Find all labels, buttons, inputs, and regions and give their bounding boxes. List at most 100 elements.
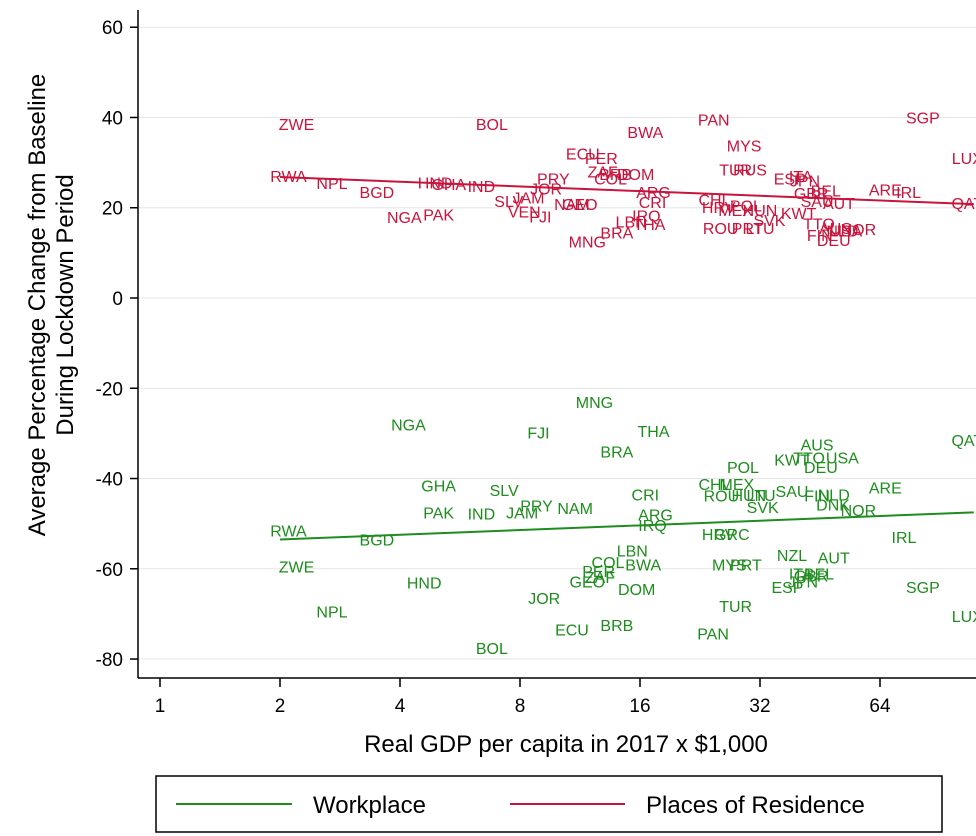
point-workplace-esp: ESP <box>771 580 803 597</box>
point-places-of-residence-rus: RUS <box>733 162 767 179</box>
point-places-of-residence-zaf: ZAF <box>588 165 618 182</box>
point-workplace-kwt: KWT <box>774 453 810 470</box>
point-workplace-dnk: DNK <box>816 498 850 515</box>
y-axis-title-line-1: Average Percentage Change from Baseline <box>24 74 51 537</box>
point-places-of-residence-npl: NPL <box>316 176 347 193</box>
point-places-of-residence-tha: THA <box>633 217 665 234</box>
point-places-of-residence-ven: VEN <box>508 204 541 221</box>
point-workplace-chl: CHL <box>698 477 730 494</box>
point-places-of-residence-gbr: GBR <box>794 186 829 203</box>
point-workplace-dom: DOM <box>618 582 655 599</box>
point-workplace-bol: BOL <box>476 641 508 658</box>
point-places-of-residence-zwe: ZWE <box>279 117 315 134</box>
point-places-of-residence-arg: ARG <box>636 185 671 202</box>
point-workplace-grc: GRC <box>714 527 750 544</box>
point-places-of-residence-rou: ROU <box>703 221 739 238</box>
point-places-of-residence-aus: AUS <box>819 221 852 238</box>
point-places-of-residence-bgd: BGD <box>360 185 395 202</box>
x-tick-label-2: 4 <box>395 696 406 717</box>
point-workplace-irq: IRQ <box>638 518 666 535</box>
point-places-of-residence-brb: BRB <box>599 167 632 184</box>
point-places-of-residence-pak: PAK <box>423 208 454 225</box>
point-workplace-hun: HUN <box>731 488 766 505</box>
point-places-of-residence-kwt: KWT <box>781 206 817 223</box>
point-workplace-fji: FJI <box>527 425 549 442</box>
fit-line-workplace <box>279 511 974 541</box>
point-places-of-residence-sau: SAU <box>801 194 834 211</box>
point-workplace-hrv: HRV <box>702 527 736 544</box>
point-workplace-gha: GHA <box>421 478 456 495</box>
point-places-of-residence-ltu: LTU <box>745 221 774 238</box>
point-workplace-jor: JOR <box>528 591 560 608</box>
point-places-of-residence-are: ARE <box>869 183 902 200</box>
point-places-of-residence-bwa: BWA <box>627 125 663 142</box>
point-workplace-per: PER <box>582 564 615 581</box>
point-workplace-lux: LUX <box>952 609 976 626</box>
point-workplace-zaf: ZAF <box>585 570 615 587</box>
point-workplace-col: COL <box>592 555 625 572</box>
point-workplace-bel: BEL <box>804 566 834 583</box>
point-places-of-residence-col: COL <box>594 171 627 188</box>
fit-line-places-of-residence <box>279 176 974 206</box>
point-workplace-gbr: GBR <box>794 569 829 586</box>
point-workplace-pry: PRY <box>520 499 553 516</box>
point-places-of-residence-nam: NAM <box>554 197 590 214</box>
point-workplace-deu: DEU <box>804 460 838 477</box>
point-places-of-residence-hun: HUN <box>743 203 778 220</box>
point-workplace-are: ARE <box>869 481 902 498</box>
point-places-of-residence-nld: NLD <box>826 223 858 240</box>
legend-label-workplace: Workplace <box>313 792 426 819</box>
point-workplace-slv: SLV <box>490 483 519 500</box>
point-workplace-brb: BRB <box>600 618 633 635</box>
grid-lines <box>138 26 976 660</box>
point-places-of-residence-hnd: HND <box>418 175 453 192</box>
point-workplace-pan: PAN <box>697 626 729 643</box>
fit-lines <box>279 176 974 541</box>
point-workplace-pak: PAK <box>423 505 454 522</box>
axes <box>137 10 976 679</box>
x-tick-label-1: 2 <box>275 696 286 717</box>
point-places-of-residence-fin: FIN <box>807 228 833 245</box>
point-workplace-aut: AUT <box>818 550 850 567</box>
point-places-of-residence-jor: JOR <box>530 181 562 198</box>
x-tick-label-5: 32 <box>749 696 770 717</box>
point-workplace-npl: NPL <box>316 605 347 622</box>
point-places-of-residence-irq: IRQ <box>632 208 660 225</box>
point-places-of-residence-cri: CRI <box>639 195 667 212</box>
point-workplace-lbn: LBN <box>617 544 648 561</box>
point-workplace-bwa: BWA <box>625 557 661 574</box>
x-axis-ticks: 1 2 4 8 16 32 64 <box>155 678 891 717</box>
point-workplace-nld: NLD <box>818 487 850 504</box>
point-workplace-cri: CRI <box>632 487 660 504</box>
point-places-of-residence-tto: TTO <box>803 217 835 234</box>
point-places-of-residence-fji: FJI <box>529 209 551 226</box>
point-places-of-residence-nor: NOR <box>841 222 877 239</box>
x-tick-label-0: 1 <box>155 696 166 717</box>
y-axis-title-line-2: During Lockdown Period <box>52 174 79 435</box>
point-places-of-residence-mys: MYS <box>727 138 762 155</box>
y-axis-ticks: 60 40 20 0 -20 -40 -60 -80 <box>96 18 138 671</box>
point-workplace-geo: GEO <box>570 574 606 591</box>
point-places-of-residence-qat: QAT <box>951 196 976 213</box>
point-places-of-residence-bol: BOL <box>476 117 508 134</box>
point-workplace-ita: ITA <box>789 566 813 583</box>
point-workplace-sgp: SGP <box>906 580 940 597</box>
point-workplace-aus: AUS <box>801 438 834 455</box>
point-places-of-residence-sgp: SGP <box>906 110 940 127</box>
point-places-of-residence-irl: IRL <box>896 185 921 202</box>
y-tick-label-6: -60 <box>96 560 123 581</box>
point-workplace-prt: PRT <box>730 557 762 574</box>
point-workplace-rou: ROU <box>704 489 740 506</box>
point-workplace-svk: SVK <box>747 500 779 517</box>
point-places-of-residence-lbn: LBN <box>616 214 647 231</box>
point-workplace-pol: POL <box>727 460 759 477</box>
point-places-of-residence-esp: ESP <box>774 171 806 188</box>
point-workplace-qat: QAT <box>951 433 976 450</box>
point-places-of-residence-nga: NGA <box>387 210 422 227</box>
point-workplace-bgd: BGD <box>360 532 395 549</box>
legend: Workplace Places of Residence <box>155 775 943 833</box>
point-workplace-tto: TTO <box>793 450 825 467</box>
point-places-of-residence-tur: TUR <box>719 162 752 179</box>
